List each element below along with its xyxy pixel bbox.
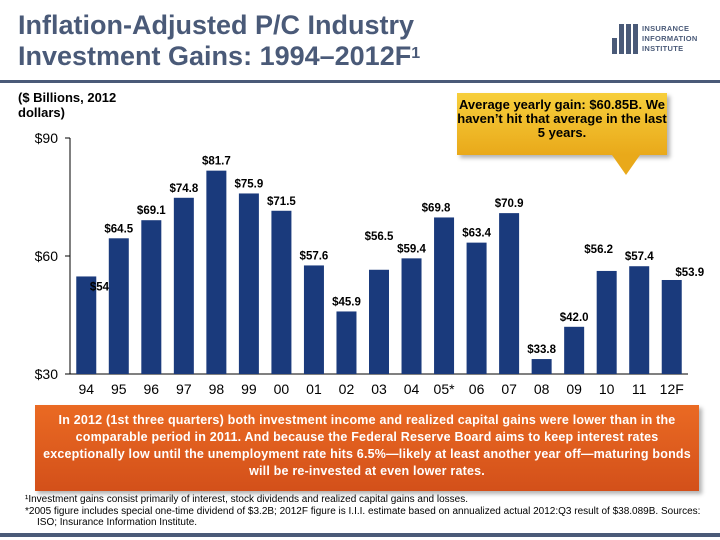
- bar-12F: [661, 279, 682, 374]
- x-tick-label: 07: [501, 381, 517, 397]
- x-tick-label: 09: [566, 381, 582, 397]
- logo-text: INSURANCE INFORMATION INSTITUTE: [642, 24, 698, 54]
- y-tick-label: $60: [35, 248, 59, 264]
- data-label: $75.9: [235, 178, 264, 190]
- x-tick-label: 98: [209, 381, 225, 397]
- footnote-2: *2005 figure includes special one-time d…: [25, 505, 701, 529]
- x-tick-label: 01: [306, 381, 322, 397]
- bar-01: [303, 265, 324, 374]
- bar-96: [141, 220, 162, 374]
- logo-mark-icon: [612, 24, 638, 54]
- bar-05: [434, 217, 455, 374]
- average-callout: Average yearly gain: $60.85B. We haven’t…: [457, 93, 667, 155]
- x-tick-label: 04: [404, 381, 420, 397]
- header-divider: [0, 80, 720, 83]
- title-line-2-text: Investment Gains: 1994–2012F: [18, 41, 412, 71]
- x-tick-label: 11: [632, 381, 647, 397]
- data-label: $57.4: [625, 251, 654, 263]
- x-tick-label: 00: [274, 381, 290, 397]
- data-label: $56.2: [584, 244, 613, 256]
- bar-03: [369, 269, 389, 374]
- logo-text-line-3: INSTITUTE: [642, 44, 684, 53]
- x-tick-label: 08: [534, 381, 550, 397]
- data-label: $63.4: [462, 228, 491, 240]
- bar-09: [564, 326, 585, 374]
- data-label: $69.1: [137, 205, 166, 217]
- data-label: $81.7: [202, 156, 231, 168]
- data-label: $57.6: [300, 250, 329, 262]
- bar-10: [596, 270, 617, 374]
- units-note: ($ Billions, 2012 dollars): [18, 90, 117, 120]
- x-tick-label: 06: [469, 381, 485, 397]
- bar-94: [76, 276, 97, 374]
- bar-11: [629, 266, 650, 374]
- bar-95: [108, 238, 129, 374]
- data-label: $42.0: [560, 312, 589, 324]
- x-tick-label: 95: [111, 381, 127, 397]
- data-label: $74.8: [169, 183, 198, 195]
- bar-98: [206, 170, 227, 374]
- x-tick-label: 03: [371, 381, 387, 397]
- y-tick-label: $90: [35, 130, 59, 146]
- x-tick-label: 10: [599, 381, 615, 397]
- investment-gains-bar-chart: $30$60$90$54.894$64.595$69.196$74.897$81…: [35, 130, 704, 397]
- bar-08: [531, 359, 552, 374]
- footnote-1: ¹Investment gains consist primarily of i…: [25, 494, 468, 505]
- data-label: $59.4: [397, 243, 426, 255]
- data-label: $64.5: [104, 223, 133, 235]
- x-tick-label: 97: [176, 381, 192, 397]
- data-label: $70.9: [495, 198, 524, 210]
- bar-04: [401, 258, 422, 374]
- title-line-1: Inflation-Adjusted P/C Industry: [18, 10, 414, 40]
- bar-97: [173, 197, 194, 374]
- iii-logo: INSURANCE INFORMATION INSTITUTE: [612, 20, 712, 60]
- x-tick-label: 02: [339, 381, 355, 397]
- bar-07: [499, 213, 520, 374]
- footnotes: ¹Investment gains consist primarily of i…: [25, 494, 715, 529]
- page-title: Inflation-Adjusted P/C Industry Investme…: [18, 10, 578, 72]
- data-label: $69.8: [422, 202, 451, 214]
- data-label: $71.5: [267, 196, 296, 208]
- data-label: $53.9: [675, 267, 704, 279]
- data-label: $56.5: [365, 231, 394, 243]
- footer-divider: [0, 533, 720, 537]
- title-footnote-marker: 1: [411, 45, 421, 62]
- data-label: $45.9: [332, 296, 361, 308]
- x-tick-label: 96: [144, 381, 160, 397]
- bar-06: [466, 242, 487, 374]
- x-tick-label: 99: [241, 381, 257, 397]
- logo-text-line-1: INSURANCE: [642, 24, 690, 33]
- logo-text-line-2: INFORMATION: [642, 34, 698, 43]
- x-tick-label: 94: [78, 381, 94, 397]
- y-tick-label: $30: [35, 366, 59, 382]
- explanation-box: In 2012 (1st three quarters) both invest…: [35, 405, 699, 491]
- explanation-text: In 2012 (1st three quarters) both invest…: [43, 413, 691, 478]
- data-label: $33.8: [527, 344, 556, 356]
- x-tick-label: 12F: [660, 381, 684, 397]
- callout-pointer: [612, 155, 640, 175]
- bar-00: [271, 210, 292, 374]
- bar-02: [336, 311, 357, 374]
- x-tick-label: 05*: [434, 381, 456, 397]
- bar-99: [238, 193, 259, 374]
- title-line-2: Investment Gains: 1994–2012F1: [18, 41, 578, 72]
